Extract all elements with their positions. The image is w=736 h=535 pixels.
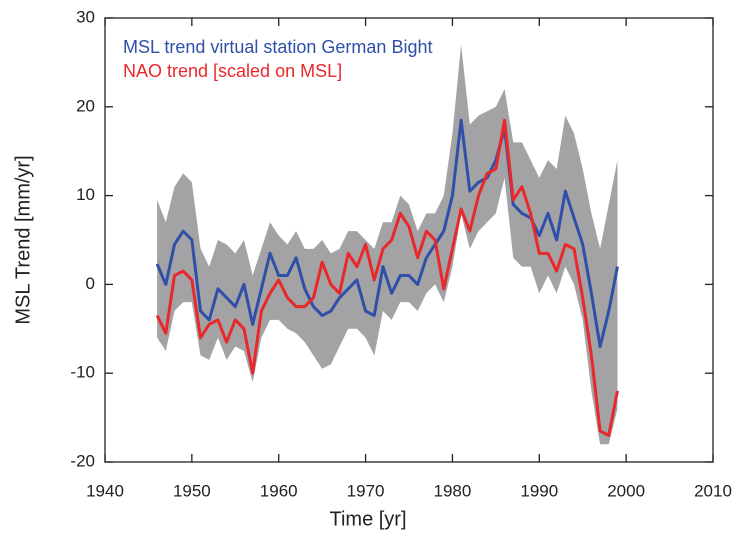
x-tick-label: 1940 [86,481,124,500]
legend-entry: MSL trend virtual station German Bight [123,37,432,57]
y-tick-label: 0 [86,274,95,293]
series-line [155,118,619,349]
x-tick-label: 1950 [173,481,211,500]
plot-frame [104,17,714,463]
y-tick-label: 10 [76,185,95,204]
legend-entry: NAO trend [scaled on MSL] [123,61,342,81]
x-tick-label: 1980 [434,481,472,500]
x-tick-label: 1960 [260,481,298,500]
y-tick-label: -20 [70,451,95,470]
x-tick-label: 1970 [347,481,385,500]
y-axis-label: MSL Trend [mm/yr] [12,155,34,324]
y-tick-label: 20 [76,96,95,115]
x-axis-label: Time [yr] [329,508,406,530]
x-tick-label: 1990 [520,481,558,500]
y-tick-label: 30 [76,7,95,26]
y-tick-label: -10 [70,363,95,382]
x-tick-label: 2010 [694,481,732,500]
series-line [155,118,619,437]
x-tick-label: 2000 [607,481,645,500]
